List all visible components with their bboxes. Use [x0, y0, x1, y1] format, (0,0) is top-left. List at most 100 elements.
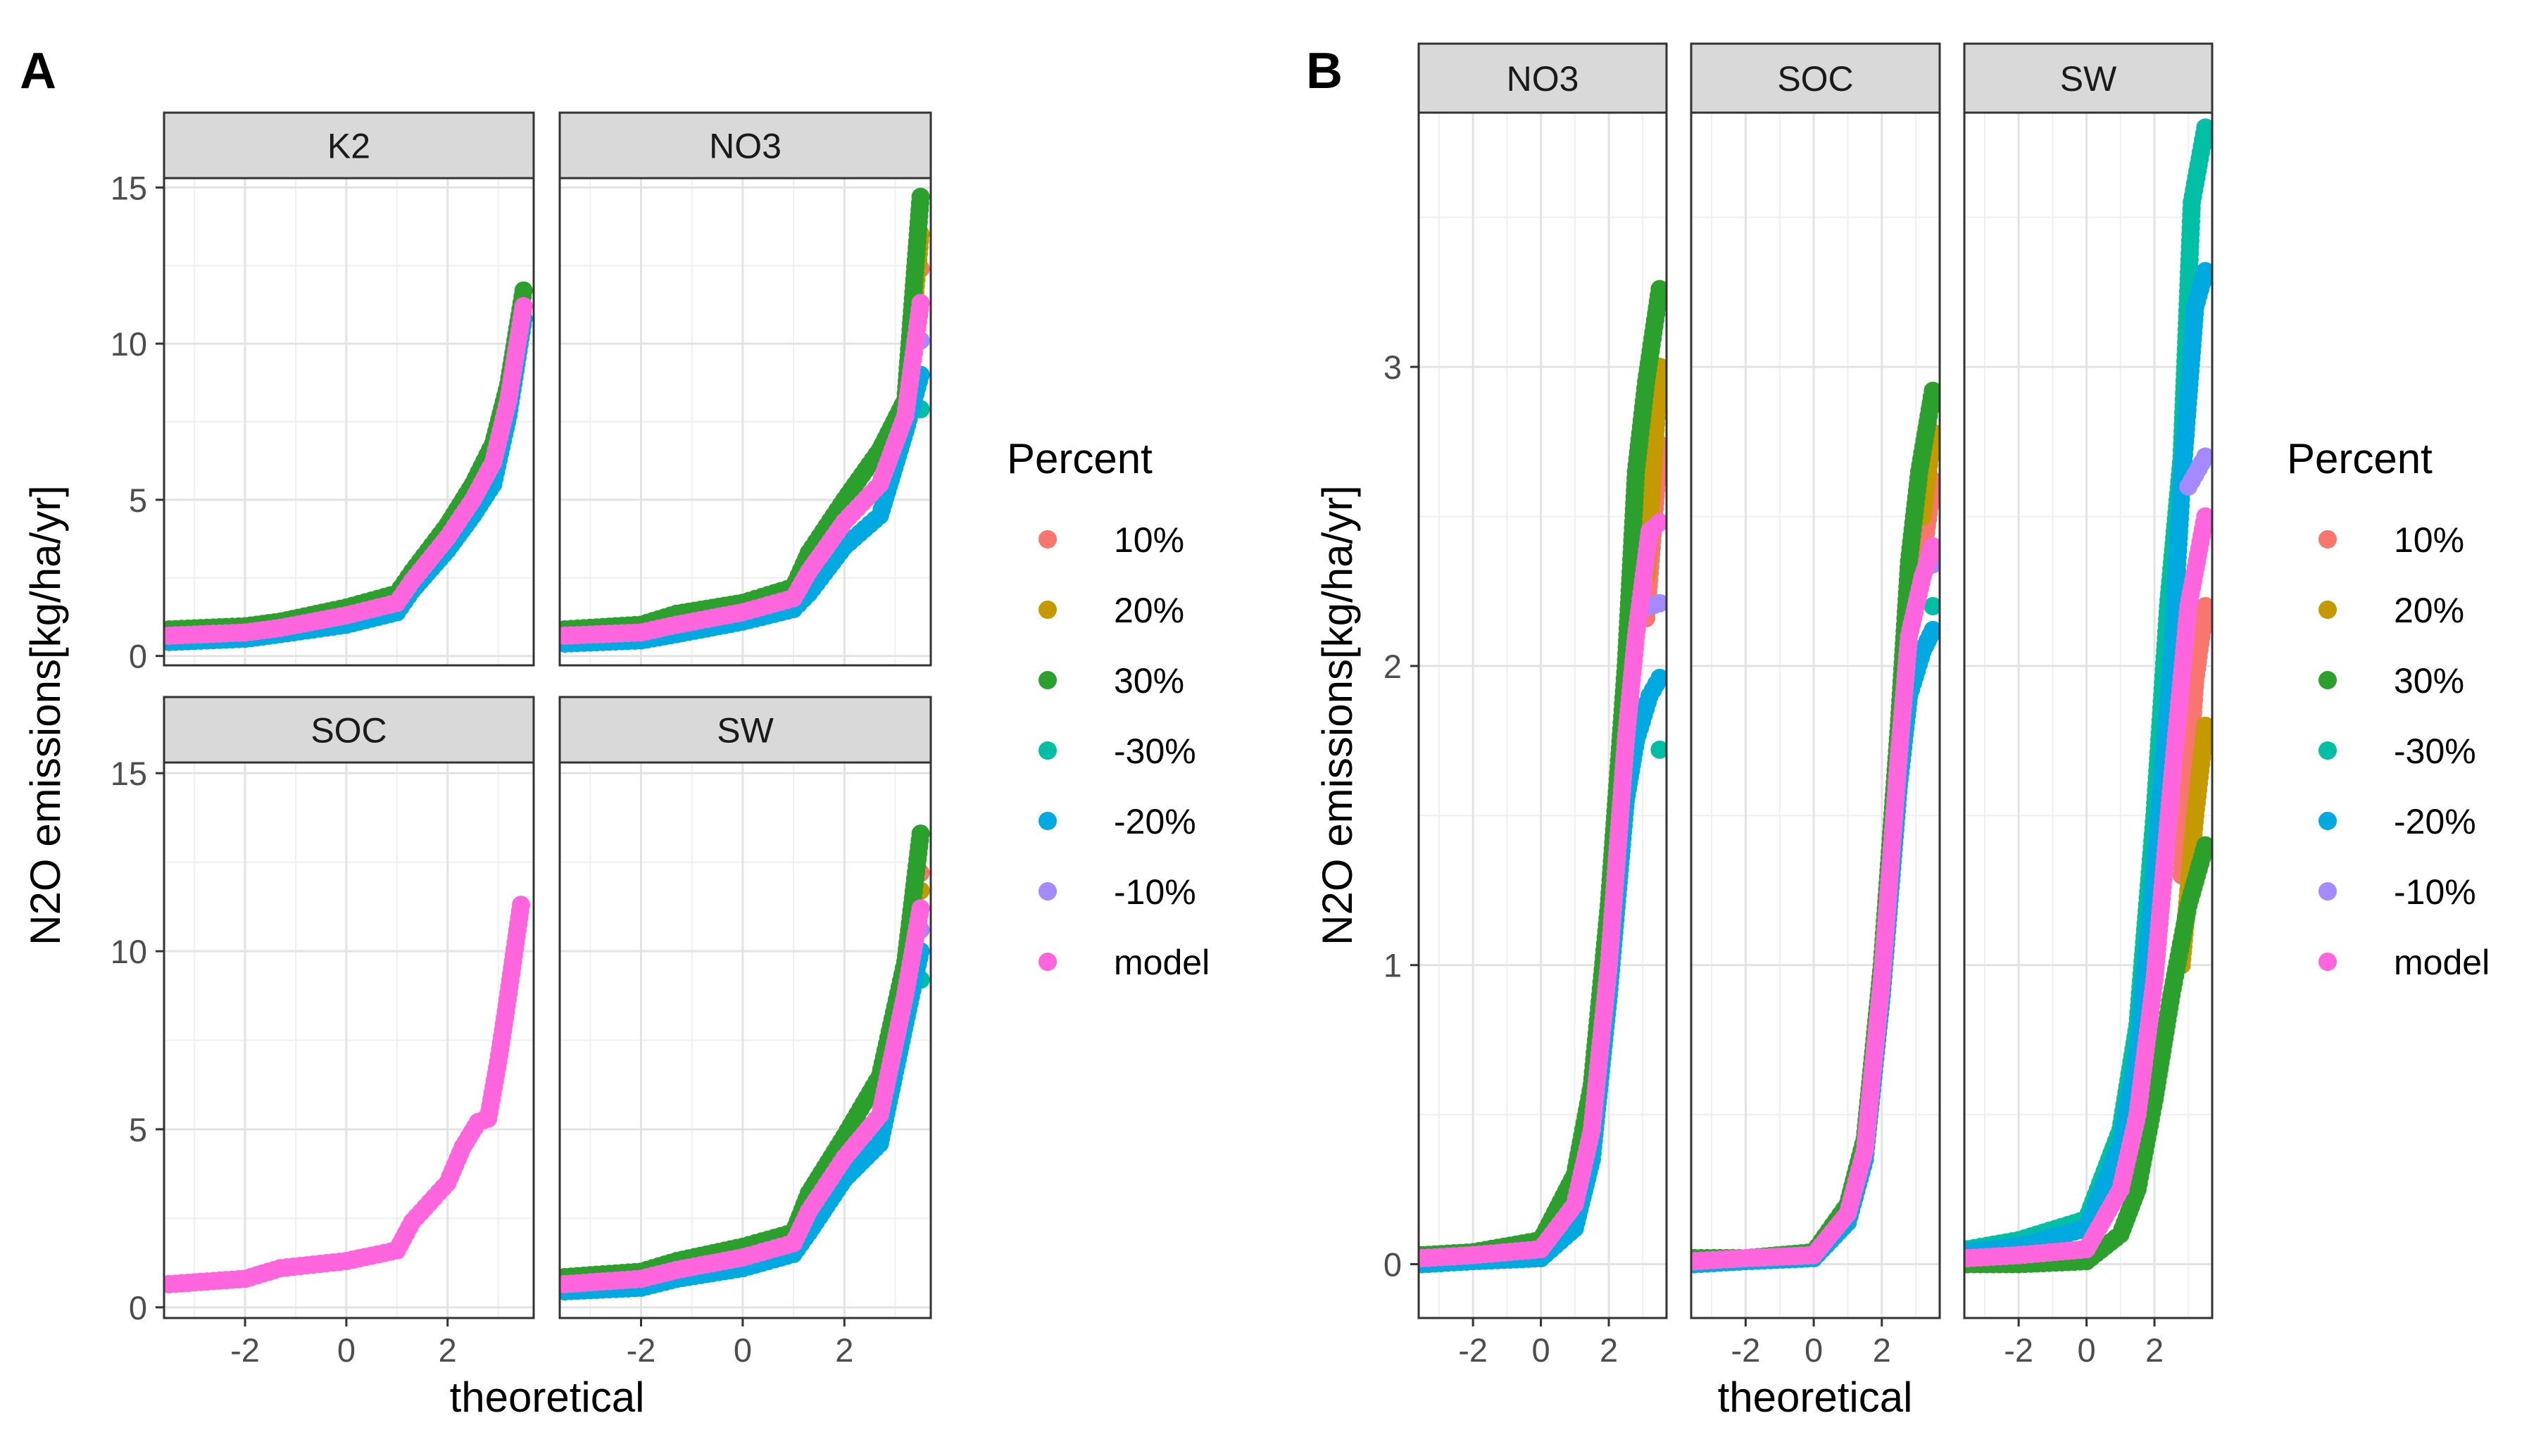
data-point [1650, 594, 1667, 613]
legend-item: -20% [2318, 802, 2476, 841]
data-point [514, 281, 533, 300]
legends-layer: Percent10%20%30%-30%-20%-10%modelPercent… [1007, 435, 2490, 982]
y-tick-label: 0 [129, 638, 147, 675]
panel-B: B NO3 0 1 2 3 -2 0 2 SOC -2 0 2 SW -2 0 2 N2O emissions[k… [1306, 42, 2214, 1421]
data-point [911, 899, 930, 918]
point-cloud [560, 824, 930, 1301]
data-point [1650, 280, 1667, 299]
data-point [1924, 620, 1940, 639]
legend-item: model [1038, 943, 1210, 982]
legend-key [2318, 953, 2337, 971]
x-tick-label: 2 [2145, 1331, 2164, 1369]
y-tick-label: 10 [111, 325, 147, 363]
legend-key [1038, 671, 1057, 689]
legend-key [2318, 882, 2337, 900]
series--30% [1650, 740, 1667, 759]
facet-strip-label: SW [717, 711, 774, 751]
y-tick-label: 3 [1383, 349, 1402, 386]
legend-key [2318, 530, 2337, 548]
point-cloud [1691, 382, 1940, 1274]
y-tick-label: 15 [111, 169, 147, 206]
point-cloud [164, 281, 533, 651]
y-axis-title: N2O emissions[kg/ha/yr] [22, 485, 69, 946]
y-tick-label: 0 [129, 1289, 147, 1326]
legend-item: 20% [2318, 591, 2464, 630]
legend-label: 30% [2394, 661, 2464, 701]
legend-label: -20% [2394, 802, 2476, 841]
y-tick-label: 10 [111, 933, 147, 970]
facet-strip-label: SOC [310, 711, 387, 751]
point-cloud [1419, 280, 1667, 1274]
series-model [1691, 536, 1940, 1271]
x-tick-label: 0 [337, 1331, 356, 1369]
x-tick-label: -2 [1731, 1331, 1760, 1369]
data-point [1650, 740, 1667, 759]
point-cloud [164, 896, 531, 1293]
facet-strip-label: NO3 [1507, 59, 1579, 99]
y-tick-label: 2 [1383, 648, 1402, 685]
legend-item: -30% [1038, 732, 1196, 771]
plot-border [558, 177, 932, 667]
data-point [2196, 836, 2212, 855]
legend-item: -10% [1038, 872, 1196, 912]
facet-strip-label: K2 [327, 127, 370, 166]
data-point [2196, 507, 2212, 526]
x-tick-label: 0 [1805, 1331, 1823, 1369]
y-axis-title: N2O emissions[kg/ha/yr] [1314, 485, 1361, 946]
legend-key [1038, 601, 1057, 619]
data-point [1650, 513, 1667, 532]
facet-strip-label: SOC [1777, 59, 1853, 99]
facet-k2: K2 0 5 10 15 [111, 111, 535, 675]
x-tick-label: -2 [2004, 1331, 2033, 1369]
legend-key [1038, 741, 1057, 760]
legend-item: 10% [1038, 520, 1184, 560]
facet-soc: SOC 0 5 10 15 -2 0 2 [111, 696, 535, 1369]
legend-label: model [1114, 943, 1210, 982]
legend-item: 30% [2318, 661, 2464, 701]
series-model [560, 294, 930, 645]
x-tick-label: 2 [835, 1331, 853, 1369]
legend-label: -10% [2394, 872, 2476, 912]
y-tick-label: 0 [1383, 1246, 1402, 1284]
legend-label: 30% [1114, 661, 1184, 701]
plot-border [163, 761, 535, 1319]
x-tick-label: 0 [2078, 1331, 2096, 1369]
x-axis-title: theoretical [1718, 1374, 1913, 1421]
x-tick-label: 0 [734, 1331, 752, 1369]
facet-strip [163, 111, 535, 180]
point-cloud [560, 187, 930, 653]
legend-label: 20% [1114, 591, 1184, 630]
legend-label: -20% [1114, 802, 1196, 841]
legend-item: 20% [1038, 591, 1184, 630]
data-point [2196, 118, 2212, 137]
data-point [1924, 382, 1940, 401]
legend-key [2318, 741, 2337, 760]
plot-border [558, 761, 932, 1319]
point-cloud [1964, 118, 2212, 1274]
series-model [164, 296, 533, 645]
facet-strip-label: SW [2060, 59, 2117, 99]
series-model [560, 899, 930, 1293]
data-point [2196, 262, 2212, 281]
legend-key [2318, 812, 2337, 830]
series-model [1419, 513, 1667, 1268]
x-tick-label: -2 [627, 1331, 656, 1369]
legend-title: Percent [1007, 435, 1153, 482]
legend-label: -30% [2394, 732, 2476, 771]
series--30% [1924, 596, 1940, 615]
legend-label: 10% [1114, 520, 1184, 560]
series-model [1964, 507, 2212, 1268]
facet-soc: SOC -2 0 2 [1690, 42, 1941, 1369]
legend-item: -30% [2318, 732, 2476, 771]
legend-item: 30% [1038, 661, 1184, 701]
legend-item: -10% [2318, 872, 2476, 912]
data-point [911, 187, 930, 206]
y-tick-label: 5 [129, 482, 147, 519]
x-axis-title: theoretical [450, 1374, 645, 1421]
data-point [911, 294, 930, 313]
data-point [1924, 596, 1940, 615]
legend-item: -20% [1038, 802, 1196, 841]
legend-label: 20% [2394, 591, 2464, 630]
